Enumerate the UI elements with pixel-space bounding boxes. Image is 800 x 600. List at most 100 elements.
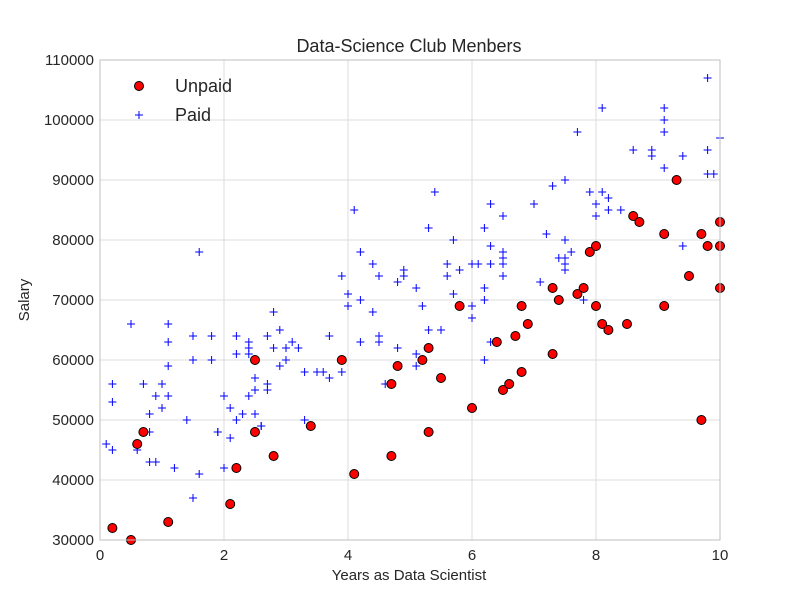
paid-point [430,188,439,196]
paid-point [592,212,600,220]
paid-point [337,272,346,280]
paid-point [232,350,241,358]
unpaid-point [498,385,508,395]
x-tick-label: 10 [712,547,729,564]
paid-point [158,404,166,412]
paid-point [269,344,278,352]
paid-point [158,380,166,388]
paid-point [151,458,160,466]
y-tick-label: 60000 [52,352,94,369]
paid-point [530,200,538,208]
y-tick-label: 70000 [52,292,94,309]
paid-point [337,368,346,376]
paid-point [368,260,377,268]
y-tick-labels: 30000 40000 50000 60000 70000 80000 90000 10000… [44,52,94,549]
paid-point [207,356,216,364]
unpaid-point [392,361,403,371]
paid-point [480,296,489,304]
paid-point [325,332,334,340]
paid-point [251,410,259,418]
paid-point [195,248,204,256]
y-tick-label: 40000 [52,472,94,489]
unpaid-point [436,373,446,383]
paid-point [660,116,669,124]
paid-point [598,188,607,196]
unpaid-point [547,349,558,359]
paid-point [275,326,284,334]
x-tick-label: 4 [344,547,352,564]
paid-point [443,272,452,280]
paid-point [325,374,334,382]
unpaid-point [597,319,608,329]
x-tick-label: 2 [220,547,228,564]
paid-point [449,290,458,298]
paid-point [536,278,545,286]
paid-point [604,206,613,214]
paid-point [164,338,173,346]
y-tick-label: 90000 [52,172,94,189]
x-tick-label: 6 [468,547,476,564]
paid-point [480,356,489,364]
paid-point [182,416,191,424]
paid-point [189,356,197,364]
paid-point [393,278,402,286]
unpaid-point [603,325,614,335]
paid-point [703,146,712,154]
unpaid-point [504,379,515,389]
paid-point [455,266,464,274]
paid-point [226,434,235,442]
paid-point [486,200,495,208]
paid-point [542,230,551,238]
unpaid-point [225,499,236,509]
paid-point [499,212,507,220]
paid-point [561,236,569,244]
paid-legend-label: Paid [175,105,211,125]
paid-point [232,332,241,340]
chart-title: Data-Science Club Menbers [296,36,521,56]
plot-frame [99,59,721,541]
paid-point [443,260,452,268]
paid-point [300,416,309,424]
x-tick-labels: 0 2 4 6 8 10 [96,547,729,564]
unpaid-point [584,247,595,257]
unpaid-point [553,295,564,305]
paid-point [585,188,594,196]
paid-point [300,368,309,376]
paid-point [474,260,483,268]
paid-point [294,344,303,352]
paid-point [244,338,253,346]
unpaid-legend-marker [134,81,144,91]
unpaid-point [467,403,477,413]
unpaid-point [386,379,397,389]
paid-point [220,464,228,472]
unpaid-point [696,229,707,239]
paid-point [108,380,117,388]
paid-point [226,404,235,412]
paid-point [480,224,489,232]
paid-point [251,374,259,382]
unpaid-point [423,343,434,353]
paid-point [282,344,290,352]
y-tick-label: 30000 [52,532,94,549]
x-axis-label: Years as Data Scientist [332,567,487,584]
unpaid-point [231,463,242,473]
paid-point [647,146,656,154]
paid-point [288,338,297,346]
unpaid-point [132,439,143,449]
unpaid-point [684,271,694,281]
unpaid-point [522,319,533,329]
paid-point [449,236,458,244]
unpaid-legend-label: Unpaid [175,76,232,96]
paid-point [251,386,259,394]
paid-point [399,266,408,274]
unpaid-point [516,301,527,311]
unpaid-point [138,427,149,437]
paid-point [189,494,197,502]
paid-point [139,380,148,388]
paid-point [102,440,111,448]
unpaid-point [305,421,316,431]
unpaid-point [163,517,174,527]
paid-point [579,296,588,304]
unpaid-point [659,301,670,311]
y-tick-label: 110000 [45,52,94,69]
